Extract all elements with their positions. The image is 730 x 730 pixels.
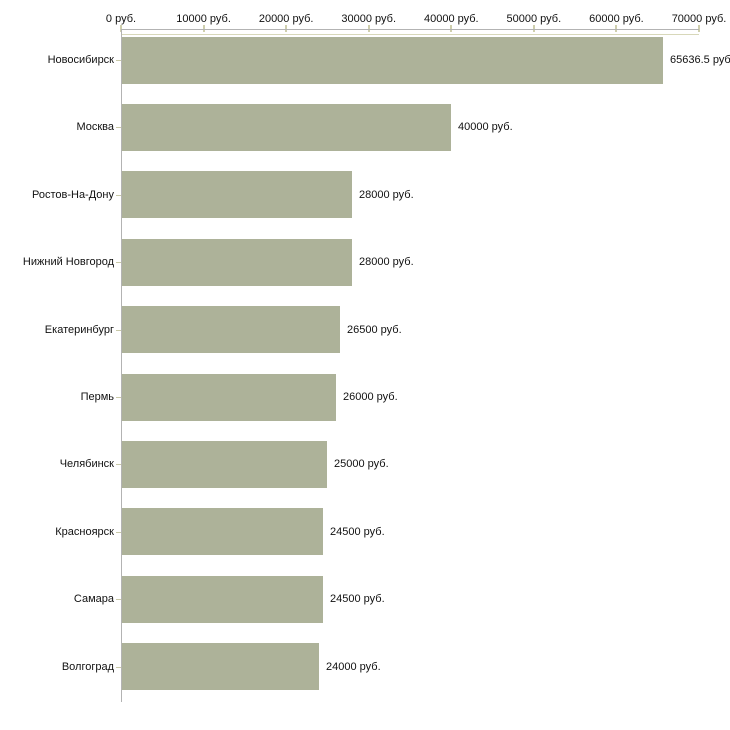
- value-label: 65636.5 руб.: [670, 54, 730, 66]
- y-axis-tick: [116, 262, 121, 263]
- value-label: 24500 руб.: [330, 525, 385, 538]
- x-axis-tick-label: 70000 руб.: [671, 13, 727, 25]
- category-label: Москва: [76, 121, 114, 134]
- x-axis-tick: [698, 25, 700, 32]
- x-axis-tick: [120, 25, 122, 32]
- y-axis-tick: [116, 464, 121, 465]
- category-label: Красноярск: [55, 525, 114, 538]
- bar: [122, 171, 352, 219]
- category-label: Новосибирск: [47, 54, 114, 66]
- value-label: 28000 руб.: [359, 256, 414, 269]
- x-axis-tick: [285, 25, 288, 32]
- category-label: Пермь: [80, 391, 114, 403]
- x-axis-tick: [532, 25, 535, 32]
- value-label: 40000 руб.: [458, 121, 513, 134]
- category-label: Ростов-На-Дону: [31, 188, 114, 201]
- bar: [122, 373, 336, 421]
- y-axis-tick: [116, 195, 121, 196]
- bar: [122, 306, 340, 354]
- bar: [122, 103, 451, 151]
- category-label: Нижний Новгород: [22, 256, 114, 269]
- y-axis-tick: [116, 532, 121, 533]
- plot-area-top-border: [121, 34, 699, 35]
- y-axis-tick: [116, 127, 121, 128]
- x-axis-tick-label: 0 руб.: [105, 13, 137, 25]
- x-axis-tick-label: 20000 руб.: [258, 13, 314, 25]
- value-label: 28000 руб.: [359, 188, 414, 201]
- bar: [122, 508, 323, 556]
- category-label: Самара: [73, 593, 114, 606]
- y-axis-line: [121, 29, 122, 702]
- bar: [122, 440, 327, 488]
- x-axis-tick-label: 30000 руб.: [341, 13, 397, 25]
- x-axis-tick-label: 40000 руб.: [423, 13, 479, 25]
- x-axis-tick: [450, 25, 453, 32]
- bar: [122, 643, 319, 691]
- x-axis-tick: [615, 25, 618, 32]
- y-axis-tick: [116, 397, 121, 398]
- y-axis-tick: [116, 60, 121, 61]
- y-axis-tick: [116, 330, 121, 331]
- value-label: 24500 руб.: [330, 593, 385, 606]
- x-axis-tick-label: 10000 руб.: [176, 13, 231, 25]
- x-axis-line: [121, 29, 699, 30]
- value-label: 26000 руб.: [343, 391, 398, 403]
- y-axis-tick: [116, 599, 121, 600]
- x-axis-tick: [202, 25, 205, 32]
- value-label: 25000 руб.: [334, 458, 389, 471]
- bar: [122, 36, 663, 84]
- value-label: 26500 руб.: [347, 323, 402, 336]
- category-label: Челябинск: [59, 458, 114, 471]
- bar: [122, 575, 323, 623]
- bar: [122, 238, 352, 286]
- x-axis-tick-label: 60000 руб.: [589, 13, 644, 25]
- y-axis-tick: [116, 667, 121, 668]
- x-axis-tick: [367, 25, 370, 32]
- category-label: Волгоград: [61, 660, 114, 673]
- x-axis-tick-label: 50000 руб.: [506, 13, 562, 25]
- category-label: Екатеринбург: [44, 323, 114, 336]
- value-label: 24000 руб.: [326, 660, 381, 673]
